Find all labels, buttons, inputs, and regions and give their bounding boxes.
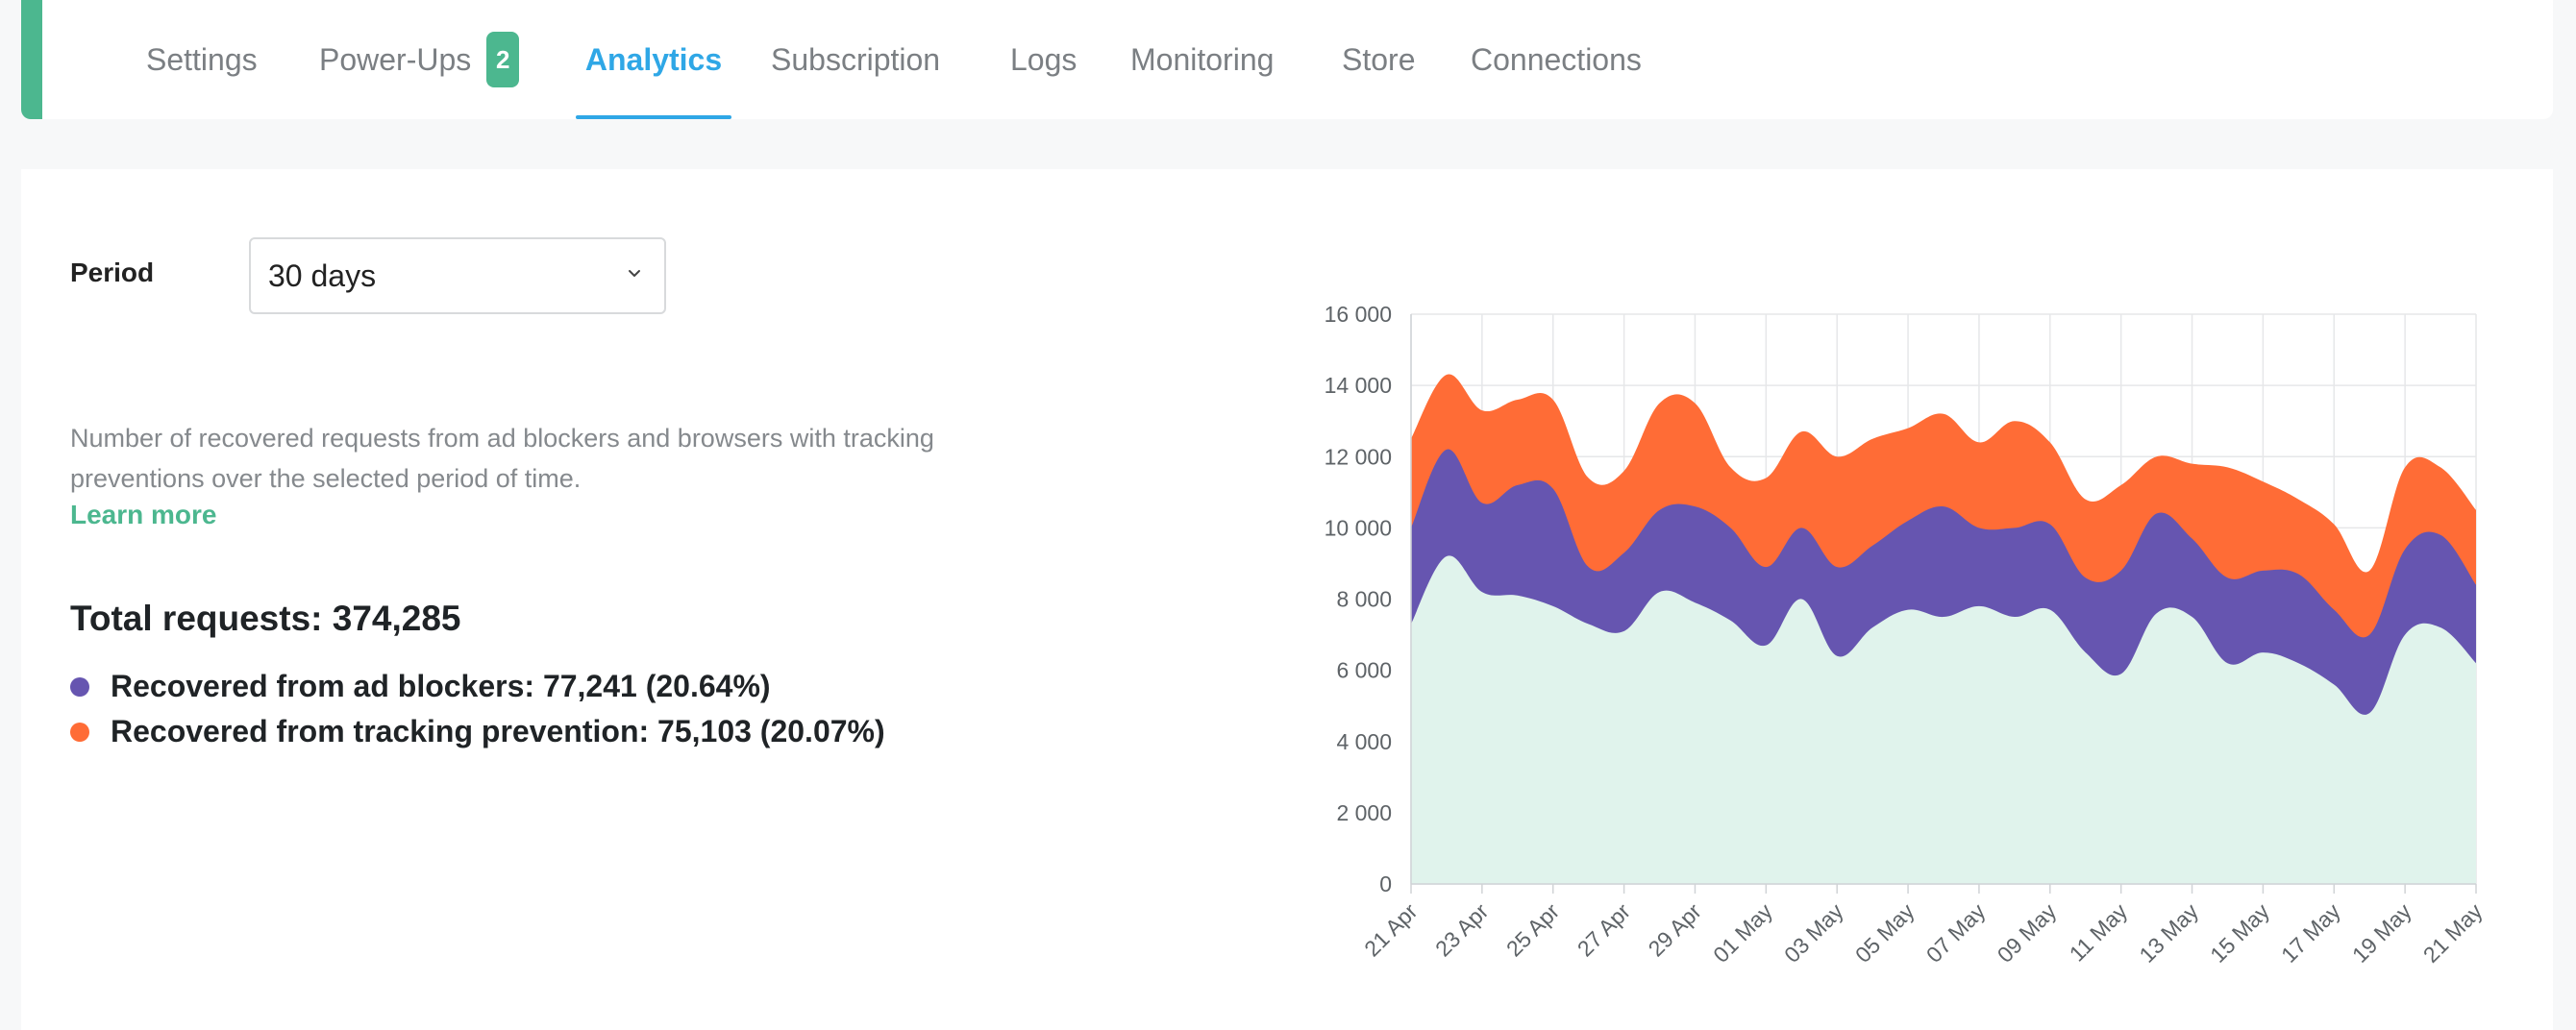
- tab-monitoring[interactable]: Monitoring: [1130, 0, 1274, 119]
- y-tick-label: 12 000: [1325, 444, 1392, 469]
- x-tick-label: 29 Apr: [1644, 898, 1707, 962]
- tab-bar-accent: [21, 0, 42, 119]
- y-tick-label: 8 000: [1336, 587, 1392, 612]
- y-tick-label: 16 000: [1325, 302, 1392, 327]
- x-tick-label: 17 May: [2276, 898, 2345, 968]
- tab-logs-label: Logs: [1010, 41, 1077, 77]
- tab-analytics-label: Analytics: [584, 41, 723, 77]
- tab-connections[interactable]: Connections: [1471, 0, 1642, 119]
- tab-bar: Settings Power-Ups 2 Analytics Subscript…: [21, 0, 2553, 119]
- requests-chart-svg: 0 2 000 4 000 6 000 8 000 10 000 12 000 14 000 1…: [1325, 302, 2488, 968]
- x-tick-label: 13 May: [2134, 898, 2203, 968]
- y-tick-label: 0: [1379, 871, 1392, 896]
- tab-connections-label: Connections: [1471, 41, 1642, 77]
- x-tick-label: 21 Apr: [1359, 898, 1423, 962]
- x-tick-label: 07 May: [1921, 898, 1991, 968]
- x-tick-label: 01 May: [1708, 898, 1777, 968]
- tab-store[interactable]: Store: [1342, 0, 1415, 119]
- y-tick-label: 10 000: [1325, 515, 1392, 540]
- x-tick-label: 21 May: [2418, 898, 2488, 968]
- legend-tracking-label: Recovered from tracking prevention: 75,1…: [111, 714, 885, 748]
- dot-icon: [70, 722, 89, 742]
- legend-ad-blockers: Recovered from ad blockers: 77,241 (20.6…: [70, 669, 771, 704]
- x-tick-label: 23 Apr: [1430, 898, 1494, 962]
- x-tick-label: 09 May: [1993, 898, 2062, 968]
- x-tick-label: 25 Apr: [1501, 898, 1565, 962]
- requests-chart: 0 2 000 4 000 6 000 8 000 10 000 12 000 14 000 1…: [1278, 275, 2528, 1024]
- x-tick-label: 03 May: [1779, 898, 1848, 968]
- y-tick-label: 2 000: [1336, 800, 1392, 825]
- x-tick-label: 15 May: [2205, 898, 2274, 968]
- legend-ad-blockers-label: Recovered from ad blockers: 77,241 (20.6…: [111, 669, 771, 703]
- dot-icon: [70, 676, 89, 697]
- period-label: Period: [70, 258, 155, 287]
- tab-settings-label: Settings: [146, 41, 258, 77]
- tab-power-ups-label: Power-Ups: [319, 41, 472, 77]
- period-select[interactable]: 30 days: [249, 237, 666, 314]
- tab-power-ups[interactable]: Power-Ups 2: [319, 0, 520, 119]
- tab-subscription[interactable]: Subscription: [771, 0, 940, 119]
- tab-settings[interactable]: Settings: [146, 0, 258, 119]
- x-tick-label: 19 May: [2347, 898, 2416, 968]
- chevron-down-icon: [629, 270, 640, 277]
- x-tick-label: 11 May: [2065, 898, 2133, 967]
- tab-subscription-label: Subscription: [771, 41, 941, 77]
- y-tick-label: 14 000: [1325, 373, 1392, 398]
- tab-analytics[interactable]: Analytics: [576, 0, 731, 119]
- x-tick-label: 27 Apr: [1573, 898, 1636, 962]
- x-tick-label: 05 May: [1850, 898, 1920, 968]
- base-series-area: [1411, 555, 2476, 884]
- y-tick-label: 6 000: [1336, 658, 1392, 683]
- legend-tracking-prevention: Recovered from tracking prevention: 75,1…: [70, 714, 885, 749]
- analytics-description: Number of recovered requests from ad blo…: [70, 424, 934, 493]
- total-requests: Total requests: 374,285: [70, 599, 461, 638]
- power-ups-count-badge: 2: [486, 32, 520, 87]
- period-select-value: 30 days: [268, 258, 377, 293]
- tab-monitoring-label: Monitoring: [1130, 41, 1275, 77]
- y-tick-label: 4 000: [1336, 729, 1392, 754]
- tab-logs[interactable]: Logs: [1010, 0, 1077, 119]
- learn-more-link[interactable]: Learn more: [70, 500, 217, 529]
- tab-store-label: Store: [1342, 41, 1416, 77]
